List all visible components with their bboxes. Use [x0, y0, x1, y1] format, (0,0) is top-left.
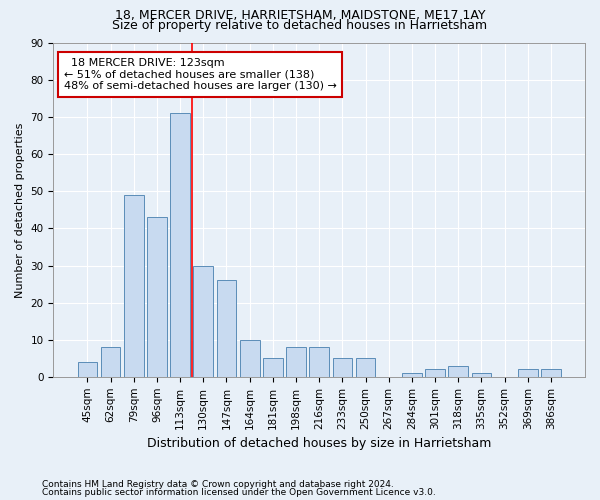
- Bar: [77, 362, 97, 377]
- Bar: [356, 358, 376, 377]
- Bar: [332, 358, 352, 377]
- Bar: [240, 340, 260, 377]
- X-axis label: Distribution of detached houses by size in Harrietsham: Distribution of detached houses by size …: [147, 437, 491, 450]
- Bar: [147, 218, 167, 377]
- Text: 18 MERCER DRIVE: 123sqm
← 51% of detached houses are smaller (138)
48% of semi-d: 18 MERCER DRIVE: 123sqm ← 51% of detache…: [64, 58, 337, 91]
- Bar: [170, 114, 190, 377]
- Bar: [286, 347, 306, 377]
- Bar: [101, 347, 121, 377]
- Text: Contains public sector information licensed under the Open Government Licence v3: Contains public sector information licen…: [42, 488, 436, 497]
- Bar: [217, 280, 236, 377]
- Bar: [263, 358, 283, 377]
- Bar: [193, 266, 213, 377]
- Bar: [518, 370, 538, 377]
- Bar: [541, 370, 561, 377]
- Text: Size of property relative to detached houses in Harrietsham: Size of property relative to detached ho…: [112, 19, 488, 32]
- Bar: [448, 366, 468, 377]
- Text: Contains HM Land Registry data © Crown copyright and database right 2024.: Contains HM Land Registry data © Crown c…: [42, 480, 394, 489]
- Bar: [472, 373, 491, 377]
- Bar: [124, 195, 143, 377]
- Bar: [402, 373, 422, 377]
- Y-axis label: Number of detached properties: Number of detached properties: [15, 122, 25, 298]
- Bar: [310, 347, 329, 377]
- Text: 18, MERCER DRIVE, HARRIETSHAM, MAIDSTONE, ME17 1AY: 18, MERCER DRIVE, HARRIETSHAM, MAIDSTONE…: [115, 9, 485, 22]
- Bar: [425, 370, 445, 377]
